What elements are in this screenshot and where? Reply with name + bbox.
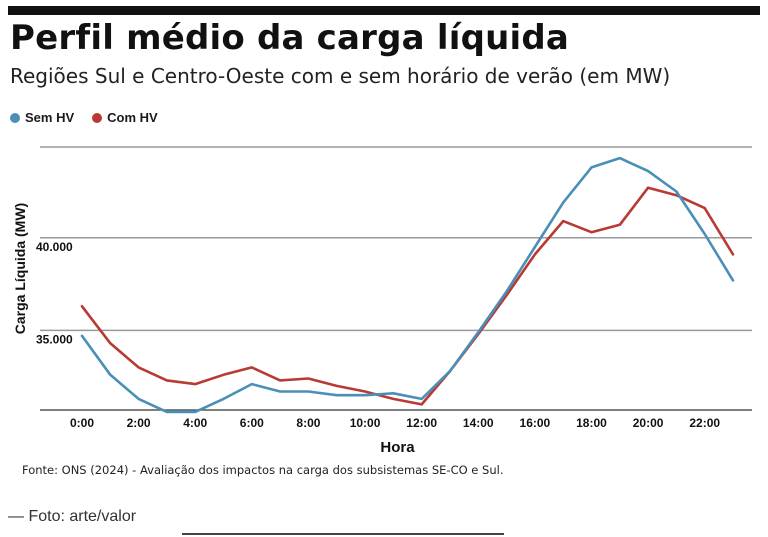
source-note: Fonte: ONS (2024) - Avaliação dos impact… <box>22 463 504 477</box>
chart-title: Perfil médio da carga líquida <box>10 18 570 58</box>
x-tick-label: 20:00 <box>633 416 664 430</box>
legend-item-com-hv: Com HV <box>92 110 158 125</box>
credit-underline <box>182 533 504 535</box>
legend: Sem HV Com HV <box>10 110 158 125</box>
legend-item-sem-hv: Sem HV <box>10 110 74 125</box>
line-chart: 35.000 40.000 0:00 2:00 4:00 6:00 8:00 10:00 12:… <box>12 146 752 456</box>
legend-label-sem-hv: Sem HV <box>25 110 75 125</box>
y-tick-label: 35.000 <box>36 332 73 346</box>
x-tick-label: 10:00 <box>350 416 381 430</box>
y-axis-title: Carga Líquida (MW) <box>12 203 28 334</box>
x-tick-label: 12:00 <box>406 416 437 430</box>
x-tick-label: 8:00 <box>296 416 320 430</box>
y-tick-label: 40.000 <box>36 240 73 254</box>
legend-marker-sem-hv <box>10 112 20 123</box>
top-rule <box>8 6 760 15</box>
x-tick-label: 6:00 <box>240 416 264 430</box>
series-line-sem-hv <box>80 156 735 414</box>
x-tick-label: 2:00 <box>127 416 151 430</box>
x-axis-title: Hora <box>380 439 415 456</box>
x-tick-label: 14:00 <box>463 416 494 430</box>
x-tick-label: 16:00 <box>520 416 551 430</box>
x-tick-label: 22:00 <box>689 416 720 430</box>
x-tick-label: 0:00 <box>70 416 94 430</box>
x-tick-label: 18:00 <box>576 416 607 430</box>
legend-label-com-hv: Com HV <box>107 110 158 125</box>
chart-subtitle: Regiões Sul e Centro-Oeste com e sem hor… <box>10 64 671 88</box>
legend-marker-com-hv <box>92 112 103 123</box>
x-tick-label: 4:00 <box>183 416 207 430</box>
series-line-com-hv <box>80 186 735 406</box>
photo-credit: — Foto: arte/valor <box>8 508 137 525</box>
